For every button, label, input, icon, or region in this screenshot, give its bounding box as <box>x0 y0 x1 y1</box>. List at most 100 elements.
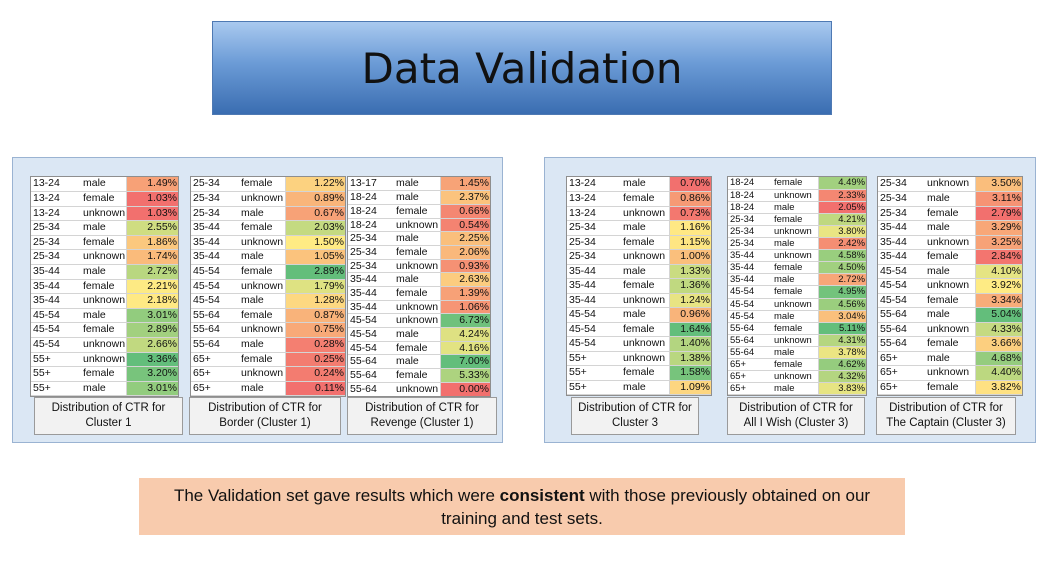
table-row: 35-44 male 1.33% <box>567 264 711 280</box>
age-cell: 25-34 <box>348 231 394 246</box>
ctr-value-cell: 3.78% <box>817 346 866 360</box>
table-row: 35-44 female 2.21% <box>31 279 178 295</box>
caption-line: Cluster 1 <box>85 417 132 429</box>
table-row: 18-24 female 0.66% <box>348 204 490 219</box>
age-cell: 25-34 <box>191 206 239 222</box>
gender-cell: female <box>81 322 126 339</box>
ctr-value-cell: 3.01% <box>125 308 178 324</box>
table-caption: Distribution of CTR for Border (Cluster 1… <box>189 397 341 435</box>
ctr-value-cell: 1.15% <box>668 235 711 251</box>
gender-cell: unknown <box>621 351 669 367</box>
ctr-value-cell: 1.64% <box>668 322 711 338</box>
gender-cell: female <box>621 322 669 338</box>
table-row: 65+ unknown 4.32% <box>728 370 866 384</box>
age-cell: 13-24 <box>31 206 81 222</box>
table-row: 25-34 male 1.16% <box>567 220 711 236</box>
gender-cell: male <box>621 177 669 193</box>
ctr-value-cell: 0.28% <box>284 337 345 353</box>
ctr-table: 18-24 female 4.49% 18-24 unknown 2.33% 18-24 ma… <box>727 176 867 396</box>
age-cell: 13-24 <box>567 191 621 207</box>
table-row: 55-64 female 0.87% <box>191 308 345 324</box>
age-cell: 65+ <box>191 381 239 396</box>
table-row: 55+ unknown 3.36% <box>31 352 178 368</box>
age-cell: 25-34 <box>567 235 621 251</box>
table-row: 55+ unknown 1.38% <box>567 351 711 367</box>
table-row: 18-24 unknown 2.33% <box>728 189 866 202</box>
ctr-value-cell: 2.89% <box>125 322 178 339</box>
table-row: 35-44 female 4.50% <box>728 261 866 275</box>
gender-cell: female <box>81 191 126 207</box>
table-caption: Distribution of CTR for The Captain (Clus… <box>876 397 1016 435</box>
table-row: 45-54 male 4.24% <box>348 327 490 342</box>
age-cell: 18-24 <box>348 218 394 233</box>
gender-cell: male <box>925 191 975 207</box>
gender-cell: male <box>239 249 285 266</box>
age-cell: 35-44 <box>878 220 925 236</box>
gender-cell: male <box>621 380 669 395</box>
age-cell: 18-24 <box>728 201 772 214</box>
gender-cell: female <box>394 341 440 356</box>
caption-line: Distribution of CTR for <box>208 402 322 414</box>
ctr-value-cell: 7.00% <box>439 354 490 370</box>
age-cell: 55-64 <box>348 354 394 370</box>
table-row: 45-54 unknown 2.66% <box>31 337 178 353</box>
ctr-table: 13-24 male 1.49% 13-24 female 1.03% 13-24 unkno… <box>30 176 179 397</box>
title-banner: Data Validation <box>212 21 832 115</box>
age-cell: 45-54 <box>567 322 621 338</box>
gender-cell: male <box>81 308 126 324</box>
age-cell: 55-64 <box>878 322 925 338</box>
ctr-value-cell: 2.72% <box>125 264 178 280</box>
gender-cell: female <box>621 278 669 294</box>
table-row: 25-34 unknown 0.89% <box>191 191 345 207</box>
gender-cell: unknown <box>394 382 440 396</box>
table-row: 65+ unknown 4.40% <box>878 365 1022 381</box>
age-cell: 35-44 <box>31 293 81 309</box>
table-row: 55-64 unknown 4.33% <box>878 322 1022 338</box>
age-cell: 55-64 <box>878 336 925 352</box>
age-cell: 25-34 <box>31 220 81 236</box>
caption-line: Distribution of CTR for <box>578 402 692 414</box>
ctr-value-cell: 3.29% <box>974 220 1022 236</box>
age-cell: 18-24 <box>348 204 394 219</box>
cluster-1-panel: 13-24 male 1.49% 13-24 female 1.03% 13-24 unkno… <box>12 157 503 443</box>
gender-cell: male <box>394 354 440 370</box>
table-row: 25-34 female 1.86% <box>31 235 178 251</box>
table-row: 35-44 unknown 1.06% <box>348 300 490 315</box>
gender-cell: male <box>772 201 818 214</box>
gender-cell: female <box>394 204 440 219</box>
gender-cell: female <box>772 213 818 226</box>
age-cell: 25-34 <box>878 206 925 222</box>
ctr-value-cell: 1.05% <box>284 249 345 266</box>
table-row: 55-64 unknown 4.31% <box>728 334 866 348</box>
table-row: 65+ female 0.25% <box>191 352 345 368</box>
age-cell: 55-64 <box>728 346 772 360</box>
table-row: 55-64 male 7.00% <box>348 354 490 370</box>
age-cell: 35-44 <box>348 272 394 287</box>
age-cell: 45-54 <box>31 322 81 339</box>
gender-cell: female <box>925 380 975 395</box>
ctr-value-cell: 5.04% <box>974 307 1022 323</box>
ctr-value-cell: 0.24% <box>284 366 345 382</box>
gender-cell: male <box>925 220 975 236</box>
ctr-value-cell: 5.33% <box>439 368 490 383</box>
ctr-value-cell: 1.03% <box>125 206 178 222</box>
ctr-value-cell: 1.79% <box>284 279 345 295</box>
gender-cell: female <box>925 249 975 265</box>
table-row: 55+ male 3.01% <box>31 381 178 396</box>
table-row: 35-44 unknown 1.24% <box>567 293 711 309</box>
gender-cell: female <box>239 220 285 236</box>
ctr-value-cell: 3.50% <box>974 177 1022 193</box>
age-cell: 55+ <box>567 351 621 367</box>
table-row: 55-64 male 5.04% <box>878 307 1022 323</box>
gender-cell: unknown <box>81 293 126 309</box>
age-cell: 35-44 <box>728 249 772 263</box>
gender-cell: female <box>925 206 975 222</box>
ctr-value-cell: 4.95% <box>817 285 866 299</box>
age-cell: 25-34 <box>31 235 81 251</box>
table-row: 35-44 unknown 2.18% <box>31 293 178 309</box>
age-cell: 35-44 <box>348 300 394 315</box>
ctr-table: 25-34 unknown 3.50% 25-34 male 3.11% 25-34 fema… <box>877 176 1023 396</box>
table-caption: Distribution of CTR for Cluster 3 <box>571 397 699 435</box>
table-row: 18-24 male 2.05% <box>728 201 866 214</box>
gender-cell: female <box>239 352 285 368</box>
